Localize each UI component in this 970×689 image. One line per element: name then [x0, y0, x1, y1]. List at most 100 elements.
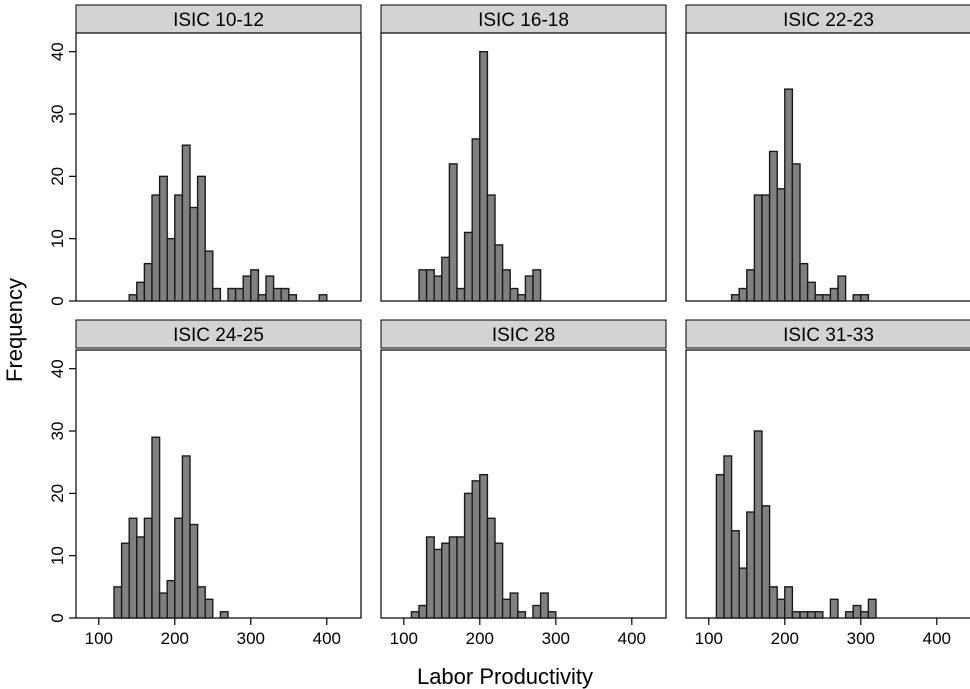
histogram-bar — [524, 275, 534, 302]
facet-panels: ISIC 10-12 0 10 20 30 40 ISIC 16-18 ISIC 22-23 I… — [48, 4, 970, 648]
histogram-bar — [410, 611, 420, 619]
histogram-bar — [806, 281, 816, 302]
histogram-bar — [860, 611, 870, 619]
histogram-bar — [814, 611, 824, 619]
y-axis-title-group: Frequency — [2, 278, 27, 382]
histogram-bar — [158, 175, 168, 302]
x-tick-label: 100 — [390, 629, 418, 648]
histogram-bar — [265, 275, 275, 302]
facet-strip — [75, 4, 362, 34]
histogram-bar — [761, 194, 771, 302]
x-tick-label: 100 — [695, 629, 723, 648]
histogram-bar — [136, 281, 146, 302]
histogram-bar — [715, 473, 725, 619]
histogram-bar — [143, 262, 153, 302]
histogram-bar — [822, 294, 832, 302]
histogram-bar — [791, 611, 801, 619]
y-tick-label: 20 — [48, 167, 67, 186]
histogram-bar — [433, 548, 443, 619]
histogram-bar — [753, 430, 763, 619]
histogram-bar — [501, 269, 511, 302]
histogram-bar — [746, 511, 756, 619]
histogram-bar — [418, 604, 428, 619]
histogram-bar — [151, 194, 161, 302]
histogram-bar — [723, 455, 733, 619]
histogram-bar — [463, 492, 473, 619]
plot-frame — [685, 32, 970, 302]
histogram-bar — [471, 480, 481, 619]
facet-strip — [685, 319, 970, 349]
histogram-bar — [799, 611, 809, 619]
histogram-bar — [776, 598, 786, 619]
histogram-bar — [196, 175, 206, 302]
x-tick-label: 400 — [923, 629, 951, 648]
histogram-bar — [181, 144, 191, 302]
histogram-bar — [463, 231, 473, 302]
histogram-bar — [425, 269, 435, 302]
histogram-bar — [288, 294, 298, 302]
x-tick-label: 200 — [466, 629, 494, 648]
histogram-bar — [479, 473, 489, 619]
histogram-bar — [738, 287, 748, 302]
facet-strip-label: ISIC 16-18 — [478, 10, 569, 31]
histogram-bar — [128, 294, 138, 302]
facet-strip — [75, 319, 362, 349]
facet-panel: ISIC 28 100 200 300 400 — [380, 319, 667, 648]
histogram-bar — [433, 275, 443, 302]
histogram-bar — [250, 269, 260, 302]
histogram-bar — [852, 604, 862, 619]
facet-strip-label: ISIC 28 — [492, 325, 555, 346]
plot-frame — [685, 349, 970, 619]
histogram-bar — [791, 163, 801, 302]
histogram-bar — [441, 542, 451, 619]
y-tick-label: 0 — [48, 296, 67, 305]
y-axis-title: Frequency — [2, 278, 27, 382]
plot-frame — [75, 349, 362, 619]
plot-frame — [380, 32, 667, 302]
histogram-bar — [166, 579, 176, 619]
facet-panel: ISIC 24-25 0 10 20 30 40 100 200 300 400 — [48, 319, 362, 648]
histogram-bar — [837, 275, 847, 302]
histogram-bar — [806, 611, 816, 619]
histogram-bar — [227, 287, 237, 302]
histogram-bar — [318, 294, 328, 302]
histogram-bar — [242, 275, 252, 302]
histogram-bar — [448, 163, 458, 302]
histogram-bar — [501, 598, 511, 619]
histogram-bar — [479, 50, 489, 302]
histogram-bar — [158, 592, 168, 619]
plot-frame — [75, 32, 362, 302]
histogram-bar — [181, 455, 191, 619]
histogram-bar — [768, 586, 778, 619]
x-tick-label: 400 — [618, 629, 646, 648]
histogram-bar — [776, 188, 786, 302]
histogram-bar — [448, 536, 458, 619]
histogram-bar — [280, 287, 290, 302]
histogram-bar — [539, 592, 549, 619]
facet-panel: ISIC 16-18 — [380, 4, 667, 302]
histogram-bar — [418, 269, 428, 302]
histogram-bar — [509, 592, 519, 619]
y-tick-label: 30 — [48, 422, 67, 441]
facet-strip-label: ISIC 31-33 — [783, 325, 874, 346]
histogram-bar — [852, 294, 862, 302]
x-tick-label: 200 — [771, 629, 799, 648]
histogram-bar — [829, 287, 839, 302]
y-tick-label: 10 — [48, 229, 67, 248]
histogram-bar — [456, 536, 466, 619]
histogram-bar — [730, 294, 740, 302]
histogram-bar — [120, 542, 130, 619]
histogram-bar — [517, 611, 527, 619]
histogram-bar — [272, 287, 282, 302]
facet-panel: ISIC 22-23 — [685, 4, 970, 302]
histogram-bar — [860, 294, 870, 302]
histogram-bar — [212, 287, 222, 302]
facet-strip-label: ISIC 22-23 — [783, 10, 874, 31]
x-tick-label: 300 — [847, 629, 875, 648]
histogram-bar — [136, 536, 146, 619]
histogram-bar — [257, 294, 267, 302]
histogram-bar — [151, 436, 161, 619]
histogram-bar — [425, 536, 435, 619]
histogram-bar — [174, 517, 184, 619]
facet-strip-label: ISIC 10-12 — [173, 10, 264, 31]
